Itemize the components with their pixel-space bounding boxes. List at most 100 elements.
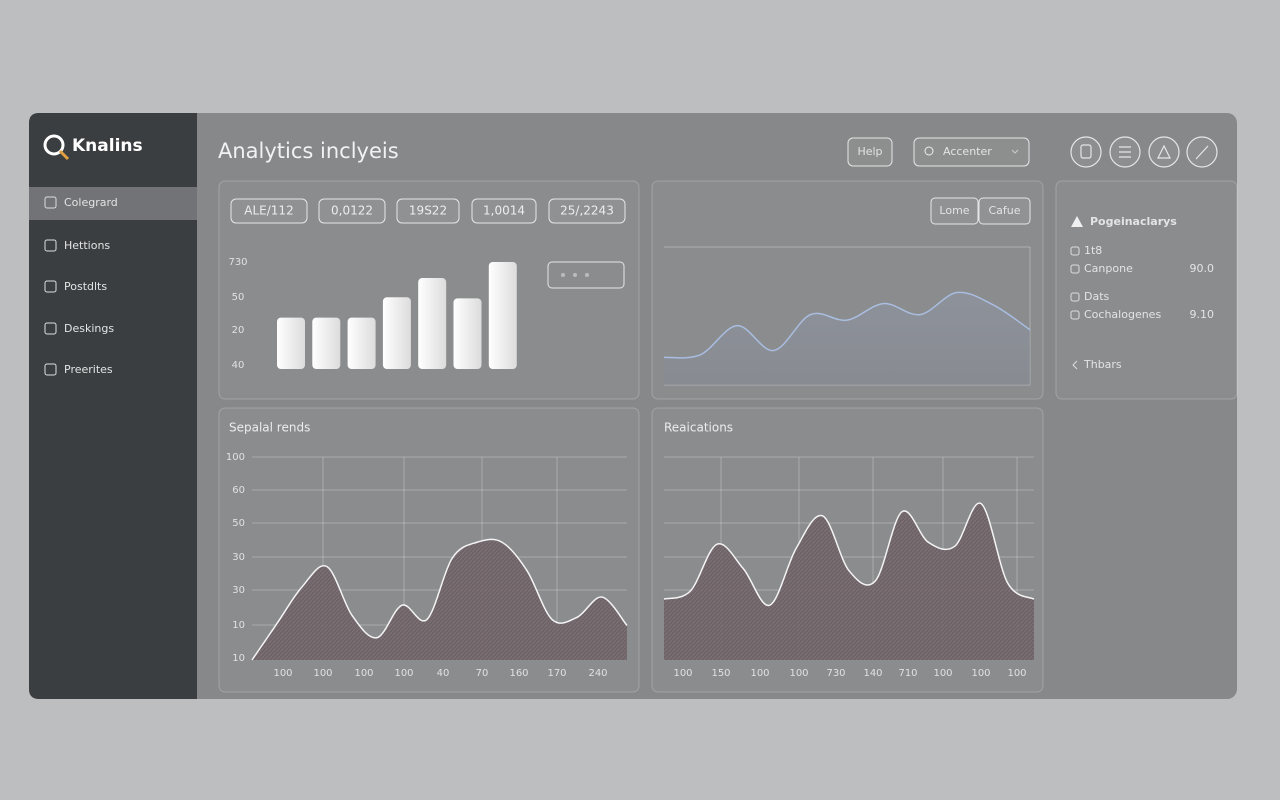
side-icon [1071,216,1083,227]
x-label: 70 [476,668,489,679]
nav-item: Preerites [64,363,113,376]
item-label: Canpone [1084,262,1133,275]
nav-item: Hettions [64,239,110,252]
dropdown-icon [1011,149,1019,154]
icon [1195,145,1209,160]
x-label: 160 [509,668,528,679]
y-label: 10 [232,620,245,631]
search-icon [924,146,934,156]
stat-value: 1,0014 [483,204,525,218]
y-label: 20 [232,325,245,336]
area [664,503,1034,660]
nav-icon [44,239,57,252]
stat-value: 25/,2243 [560,204,614,218]
x-label: 240 [588,668,607,679]
x-label: 40 [437,668,450,679]
bar [488,262,517,369]
x-label: 100 [933,668,952,679]
nav-icon [44,363,57,376]
search-label: Accenter [943,145,992,158]
stat-pill [548,198,626,224]
x-label: 100 [750,668,769,679]
bar [312,317,341,369]
line [663,291,1031,359]
stat-value: ALE/112 [244,204,293,218]
logo [43,134,65,156]
x-label: 100 [273,668,292,679]
icon-button[interactable] [1148,136,1180,168]
y-label: 40 [232,360,245,371]
x-label: 150 [711,668,730,679]
nav-icon [44,196,57,209]
x-label: 730 [826,668,845,679]
area-outline [251,538,628,661]
icon [1080,144,1092,159]
line-area [664,292,1030,385]
item-icon [1070,246,1080,256]
stat-pill [318,198,386,224]
sidebar [29,113,197,699]
nav-icon [44,322,57,335]
panel [1055,180,1238,400]
bar [347,317,376,369]
stat-value: 0,0122 [331,204,373,218]
chart-title: Sepalal rends [229,421,310,435]
x-label: 100 [789,668,808,679]
item-icon [1070,264,1080,274]
icon [1119,146,1131,158]
nav-item: Deskings [64,322,114,335]
toolbar [1070,136,1218,168]
x-label: 100 [394,668,413,679]
search-box[interactable] [913,137,1030,167]
area-outline [663,502,1035,606]
x-label: 170 [547,668,566,679]
logo [58,149,70,161]
area [252,539,627,660]
toggle-label: Cafue [988,204,1020,217]
icon [1157,144,1171,159]
item-label: 1t8 [1084,244,1102,257]
brand: Knalins [72,136,143,156]
x-label: 100 [1007,668,1026,679]
stat-value: 19S22 [409,204,447,218]
dots-pill[interactable] [547,261,625,289]
side-link[interactable]: Thbars [1083,358,1122,371]
toggle-label: Lome [939,204,969,217]
x-label: 140 [863,668,882,679]
item-icon [1070,310,1080,320]
bar [382,297,411,369]
x-label: 100 [313,668,332,679]
item-label: Cochalogenes [1084,308,1161,321]
x-label: 100 [354,668,373,679]
y-label: 60 [232,485,245,496]
x-label: 100 [673,668,692,679]
chart-title: Reaications [664,421,733,435]
stat-pill [396,198,460,224]
toggle[interactable] [978,197,1031,225]
x-label: 100 [971,668,990,679]
toggle[interactable] [930,197,979,225]
y-label: 50 [232,518,245,529]
item-label: Dats [1084,290,1110,303]
item-value: 9.10 [1190,308,1215,321]
bar [418,278,447,369]
item-value: 90.0 [1190,262,1215,275]
nav-icon [44,280,57,293]
y-label: 50 [232,292,245,303]
dots [561,273,589,277]
bar [277,317,305,369]
nav-active [29,187,197,220]
bar [453,298,482,369]
help-button[interactable] [847,137,893,167]
item-icon [1070,292,1080,302]
nav-item: Postdlts [64,280,107,293]
icon-button[interactable] [1070,136,1102,168]
stat-pill [471,198,537,224]
x-label: 710 [898,668,917,679]
y-label: 730 [228,257,247,268]
y-label: 30 [232,585,245,596]
stat-pill [230,198,308,224]
side-title: Pogeinaclarys [1090,215,1177,228]
